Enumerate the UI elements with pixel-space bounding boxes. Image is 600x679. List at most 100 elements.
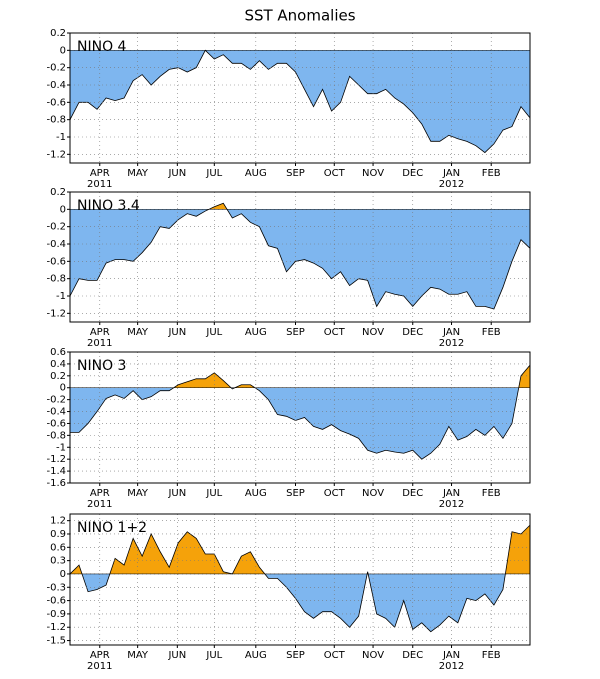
x-tick-label: AUG bbox=[245, 168, 267, 179]
x-tick-label: JUL bbox=[205, 650, 222, 661]
y-tick-label: 0.9 bbox=[50, 529, 66, 540]
x-tick-label: NOV bbox=[362, 168, 384, 179]
y-tick-label: 0.2 bbox=[50, 187, 66, 198]
negative-area bbox=[70, 387, 519, 460]
y-tick-label: -1.5 bbox=[46, 636, 66, 647]
x-tick-label: AUG bbox=[245, 327, 267, 338]
x-tick-label: SEP bbox=[286, 327, 305, 338]
y-tick-label: 0.6 bbox=[50, 542, 66, 553]
year-label: 2011 bbox=[87, 661, 112, 672]
x-tick-label: JUL bbox=[205, 168, 222, 179]
y-tick-label: -0.4 bbox=[46, 239, 66, 250]
y-tick-label: -1.2 bbox=[46, 149, 66, 160]
x-tick-label: DEC bbox=[402, 327, 423, 338]
anomaly-line bbox=[69, 49, 531, 154]
year-label: 2012 bbox=[439, 338, 464, 349]
y-tick-label: -0.3 bbox=[46, 582, 66, 593]
y-tick-label: -0.8 bbox=[46, 274, 66, 285]
y-tick-label: -1 bbox=[56, 442, 66, 453]
x-tick-label: FEB bbox=[482, 327, 501, 338]
y-tick-label: -0.2 bbox=[46, 395, 66, 406]
y-tick-label: -0.6 bbox=[46, 418, 66, 429]
x-tick-label: JAN bbox=[442, 168, 460, 179]
negative-area bbox=[70, 50, 530, 153]
x-tick-label: NOV bbox=[362, 327, 384, 338]
y-tick-label: 0.2 bbox=[50, 28, 66, 39]
panel-label: NINO 1+2 bbox=[77, 520, 147, 536]
y-tick-label: -0.6 bbox=[46, 596, 66, 607]
year-label: 2011 bbox=[87, 499, 112, 510]
year-label: 2011 bbox=[87, 338, 112, 349]
positive-area bbox=[70, 525, 530, 574]
x-tick-label: DEC bbox=[402, 650, 423, 661]
y-tick-label: 0 bbox=[60, 383, 66, 394]
year-label: 2012 bbox=[439, 179, 464, 190]
x-tick-label: MAY bbox=[127, 650, 149, 661]
anomaly-line bbox=[69, 524, 531, 633]
x-tick-label: APR bbox=[90, 168, 110, 179]
y-tick-label: -1 bbox=[56, 291, 66, 302]
y-tick-label: -0.2 bbox=[46, 222, 66, 233]
x-tick-label: SEP bbox=[286, 488, 305, 499]
x-tick-label: MAY bbox=[127, 168, 149, 179]
plot-frame bbox=[69, 513, 531, 646]
x-tick-label: JUN bbox=[167, 488, 186, 499]
y-tick-label: -1.2 bbox=[46, 308, 66, 319]
x-tick-label: JUN bbox=[167, 650, 186, 661]
anomaly-line bbox=[70, 364, 531, 460]
panel-label: NINO 3.4 bbox=[77, 198, 140, 214]
x-tick-label: MAY bbox=[127, 327, 149, 338]
y-tick-label: -0.8 bbox=[46, 115, 66, 126]
x-tick-label: FEB bbox=[482, 488, 501, 499]
plot-frame bbox=[69, 351, 531, 484]
y-tick-label: 0.3 bbox=[50, 556, 66, 567]
y-tick-label: -1 bbox=[56, 132, 66, 143]
y-tick-label: 0.6 bbox=[50, 347, 66, 358]
x-tick-label: AUG bbox=[245, 650, 267, 661]
x-tick-label: OCT bbox=[324, 488, 346, 499]
panel-label: NINO 4 bbox=[77, 39, 127, 55]
x-tick-label: NOV bbox=[362, 650, 384, 661]
plot-frame bbox=[69, 32, 531, 164]
y-tick-label: 0 bbox=[60, 569, 66, 580]
plot-frame bbox=[69, 191, 531, 323]
year-label: 2011 bbox=[87, 179, 112, 190]
x-tick-label: APR bbox=[90, 327, 110, 338]
y-tick-label: 1.2 bbox=[50, 516, 66, 527]
y-tick-label: -1.2 bbox=[46, 622, 66, 633]
x-tick-label: JAN bbox=[442, 327, 460, 338]
anomaly-line bbox=[69, 202, 531, 310]
chart-title: SST Anomalies bbox=[244, 7, 355, 25]
x-tick-label: AUG bbox=[245, 488, 267, 499]
year-label: 2012 bbox=[439, 661, 464, 672]
panel-label: NINO 3 bbox=[77, 358, 126, 374]
y-tick-label: -0.2 bbox=[46, 63, 66, 74]
x-tick-label: FEB bbox=[482, 168, 501, 179]
x-tick-label: JUL bbox=[205, 327, 222, 338]
y-tick-label: -1.2 bbox=[46, 454, 66, 465]
y-tick-label: -0.9 bbox=[46, 609, 66, 620]
x-tick-label: APR bbox=[90, 650, 110, 661]
x-tick-label: JUL bbox=[205, 488, 222, 499]
negative-area bbox=[70, 209, 530, 309]
x-tick-label: JUN bbox=[167, 327, 186, 338]
y-tick-label: 0.4 bbox=[50, 359, 66, 370]
y-tick-label: 0 bbox=[60, 45, 66, 56]
x-tick-label: OCT bbox=[324, 168, 346, 179]
y-tick-label: 0 bbox=[60, 204, 66, 215]
y-tick-label: -0.4 bbox=[46, 407, 66, 418]
x-tick-label: APR bbox=[90, 488, 110, 499]
x-tick-label: SEP bbox=[286, 650, 305, 661]
y-tick-label: -0.6 bbox=[46, 97, 66, 108]
x-tick-label: SEP bbox=[286, 168, 305, 179]
y-tick-label: -0.4 bbox=[46, 80, 66, 91]
x-tick-label: NOV bbox=[362, 488, 384, 499]
y-tick-label: -1.6 bbox=[46, 478, 66, 489]
negative-area bbox=[70, 573, 506, 632]
x-tick-label: JUN bbox=[167, 168, 186, 179]
y-tick-label: -0.8 bbox=[46, 430, 66, 441]
y-tick-label: 0.2 bbox=[50, 371, 66, 382]
x-tick-label: DEC bbox=[402, 168, 423, 179]
x-tick-label: FEB bbox=[482, 650, 501, 661]
